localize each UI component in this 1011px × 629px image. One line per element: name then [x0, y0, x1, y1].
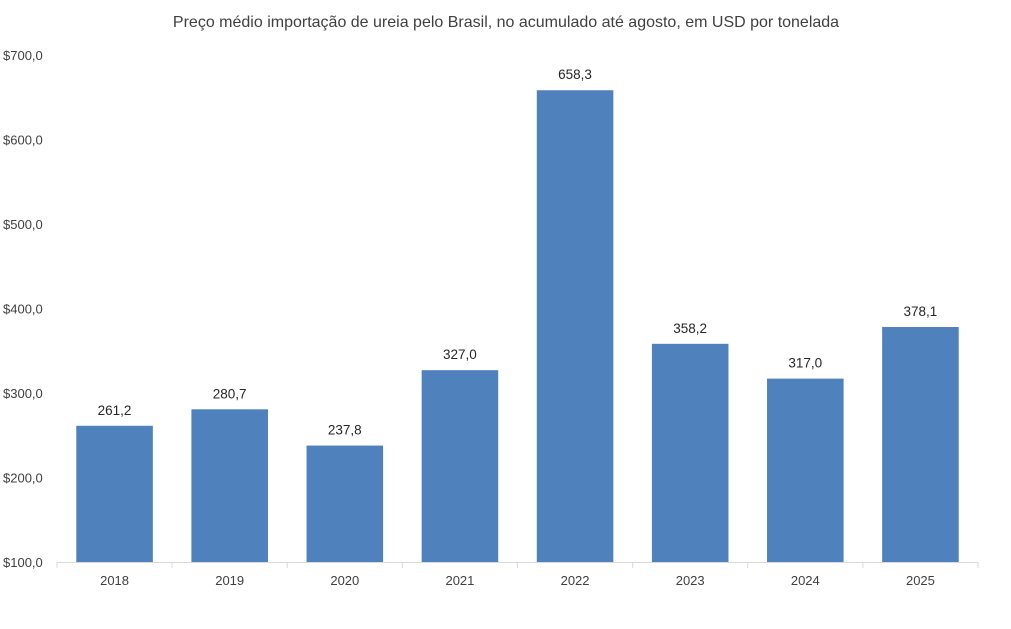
bar-2023	[651, 343, 729, 562]
x-tick-label-2022: 2022	[561, 573, 590, 588]
y-tick-label: $100,0	[3, 555, 43, 570]
data-label-2020: 237,8	[328, 423, 362, 438]
data-label-2019: 280,7	[213, 386, 247, 401]
bar-2025	[882, 327, 959, 562]
data-labels: 261,2 280,7 237,8 327,0 658,3 358,2 317,0 378,1	[98, 67, 938, 437]
bar-2024	[767, 378, 844, 562]
y-tick-label: $500,0	[3, 217, 43, 232]
x-tick-label-2018: 2018	[100, 573, 129, 588]
y-tick-label: $200,0	[3, 471, 43, 486]
bar-2019	[191, 409, 268, 562]
x-axis: 2018 2019 2020 2021 2022 2023 2024 2025	[56, 562, 979, 588]
data-label-2024: 317,0	[788, 356, 822, 371]
data-label-2025: 378,1	[904, 304, 938, 319]
y-tick-label: $300,0	[3, 386, 43, 401]
y-tick-label: $400,0	[3, 302, 43, 317]
bar-series	[76, 90, 959, 562]
x-tick-label-2020: 2020	[330, 573, 359, 588]
x-tick-label-2025: 2025	[906, 573, 935, 588]
bar-2021	[421, 370, 499, 562]
x-tick-label-2024: 2024	[791, 573, 820, 588]
data-label-2023: 358,2	[673, 321, 707, 336]
y-tick-label: $600,0	[3, 133, 43, 148]
chart-title: Preço médio importação de ureia pelo Bra…	[173, 14, 839, 31]
x-tick-label-2023: 2023	[676, 573, 705, 588]
data-label-2018: 261,2	[98, 403, 132, 418]
x-tick-label-2019: 2019	[215, 573, 244, 588]
bar-2020	[306, 445, 384, 562]
data-label-2022: 658,3	[558, 67, 592, 82]
data-label-2021: 327,0	[443, 347, 477, 362]
bar-2022	[536, 90, 614, 562]
y-tick-label: $700,0	[3, 48, 43, 63]
y-axis: $100,0 $200,0 $300,0 $400,0 $500,0 $600,0 $700…	[3, 48, 43, 570]
bar-2018	[76, 425, 153, 562]
x-tick-label-2021: 2021	[445, 573, 474, 588]
